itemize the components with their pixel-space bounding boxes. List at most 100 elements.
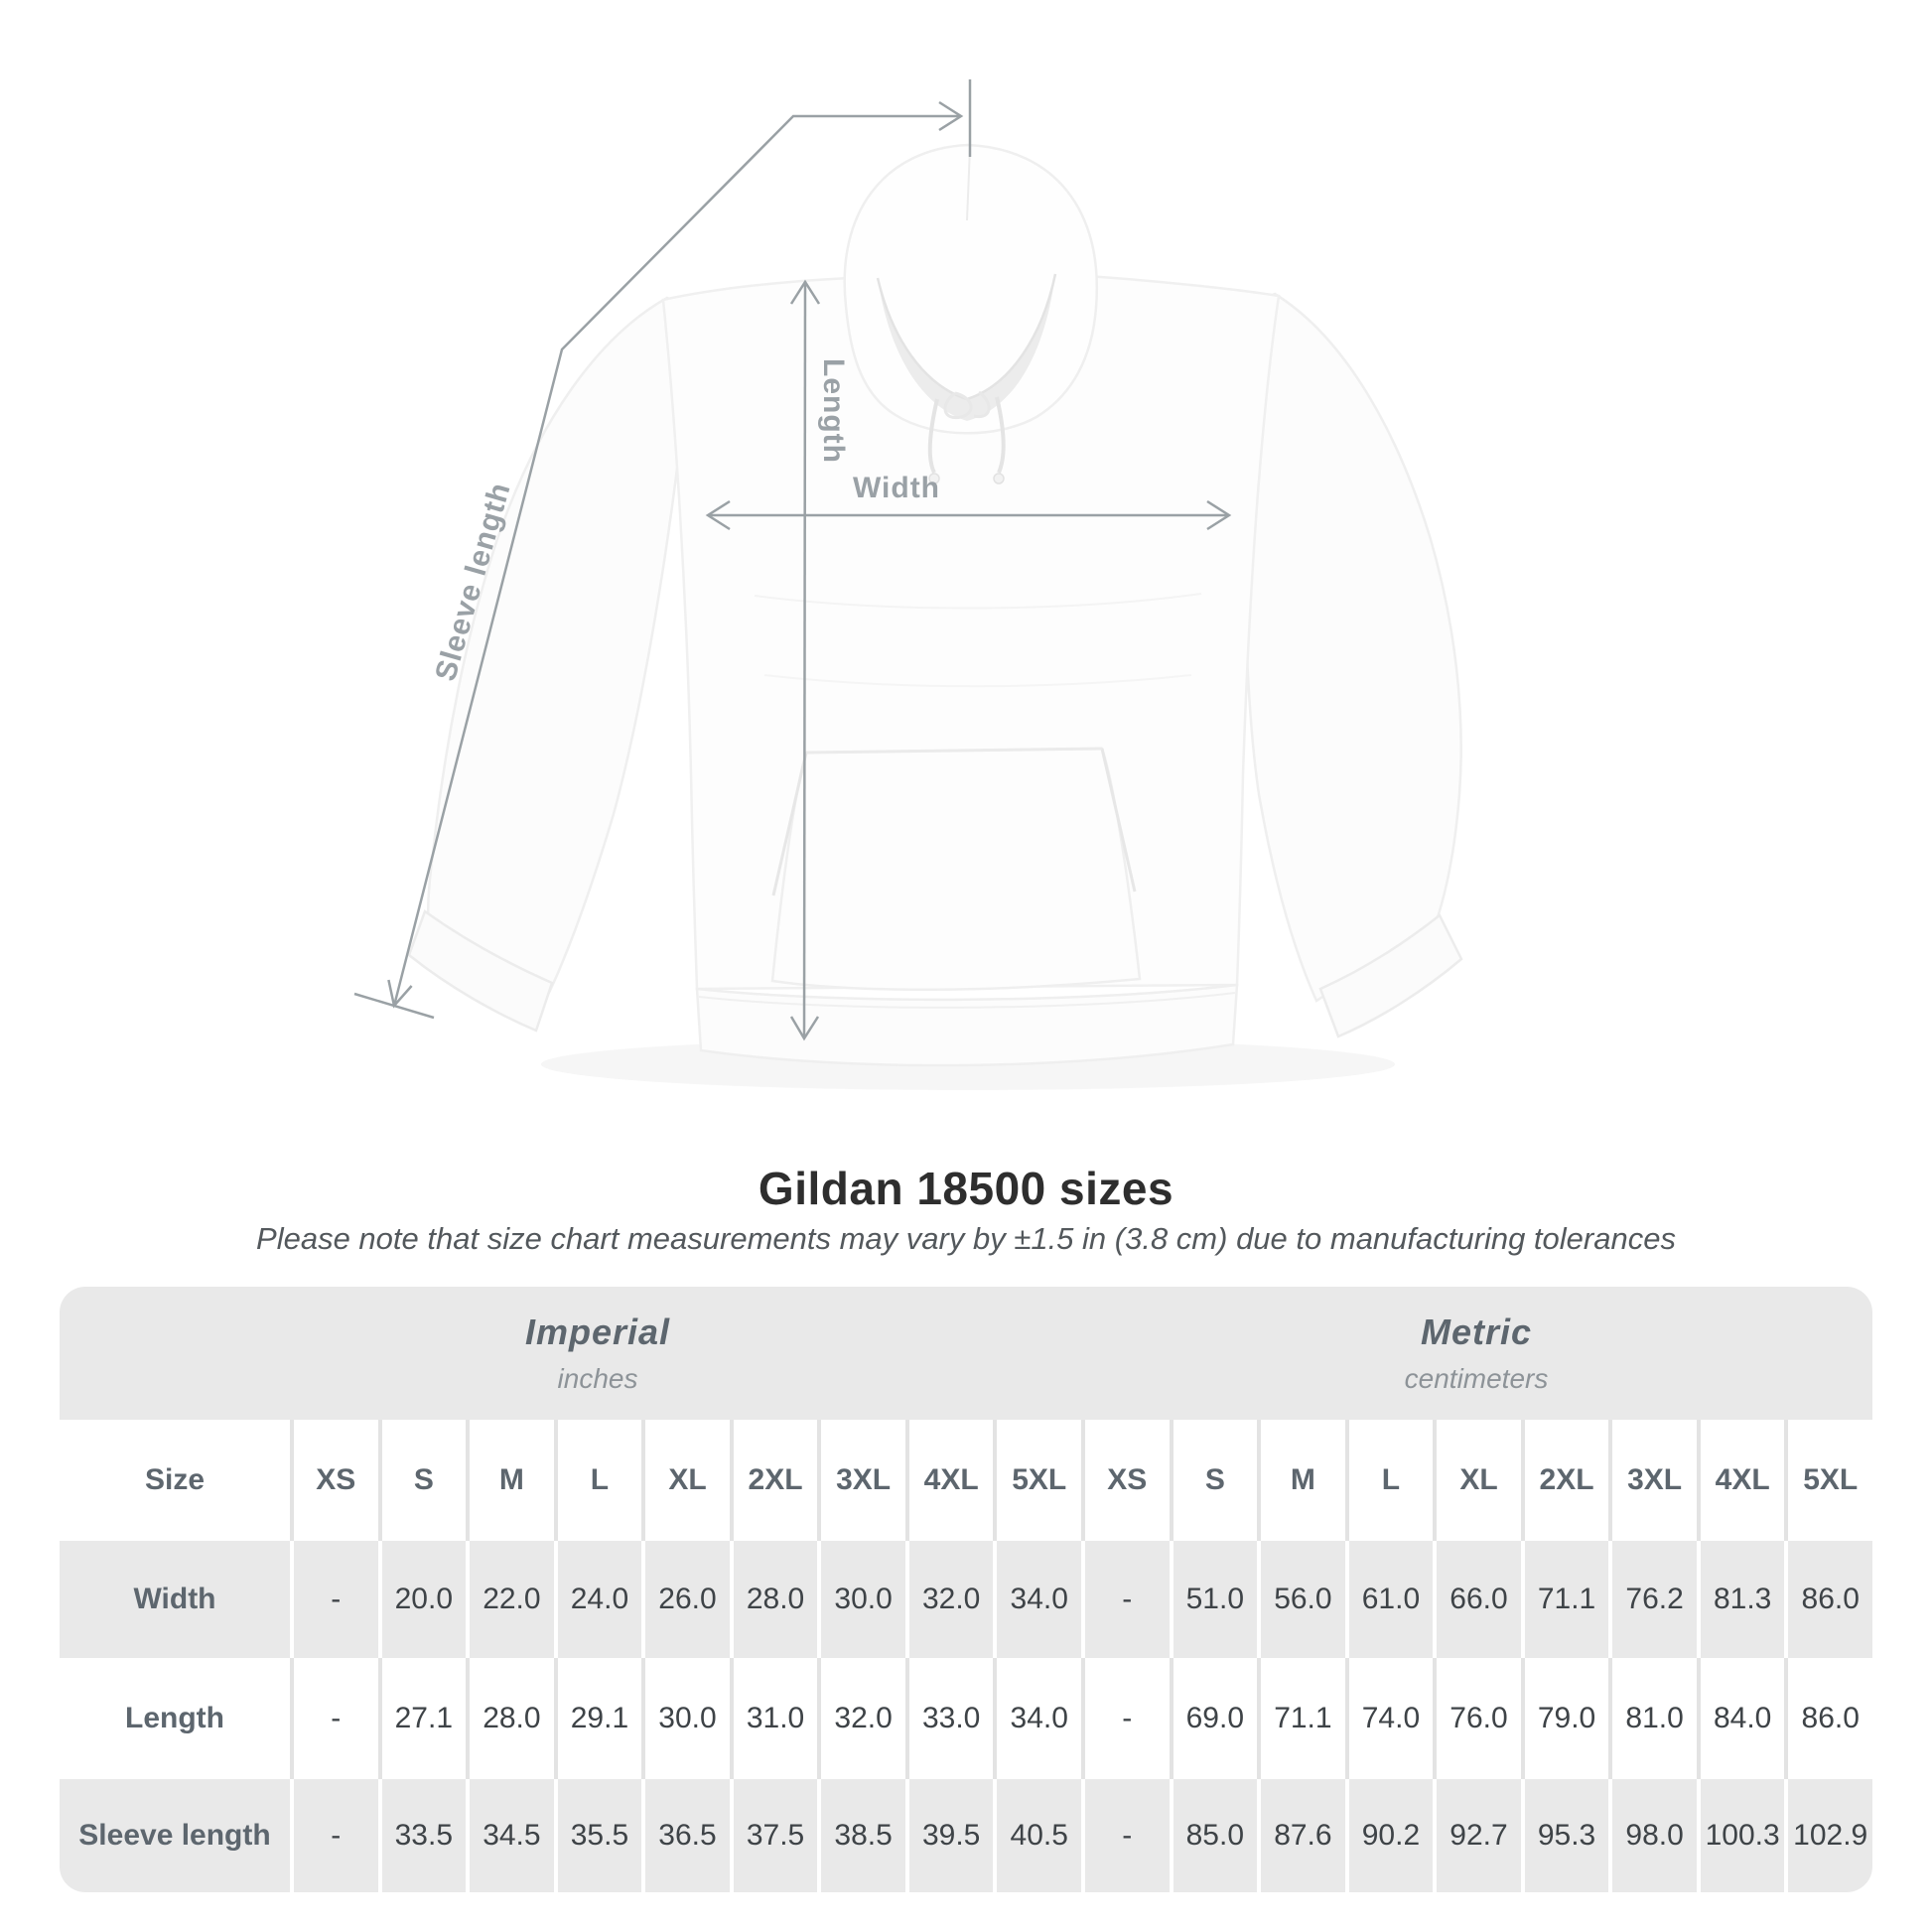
hood-center-seam <box>966 146 971 221</box>
table-row-length: Length - 27.1 28.0 29.1 30.0 31.0 32.0 3… <box>60 1658 1872 1779</box>
sleeve-start-arrowhead <box>938 100 964 132</box>
size-header-imperial-4xl: 4XL <box>904 1420 994 1541</box>
unit-group-header-row: Imperial inches Metric centimeters <box>60 1287 1872 1420</box>
length-imperial-4xl: 33.0 <box>904 1658 994 1779</box>
hood <box>843 143 1099 435</box>
sleeve-metric-l: 90.2 <box>1344 1779 1434 1892</box>
width-metric-l: 61.0 <box>1344 1541 1434 1658</box>
right-sleeve <box>1242 292 1462 1003</box>
length-imperial-l: 29.1 <box>553 1658 642 1779</box>
table-row-width: Width - 20.0 22.0 24.0 26.0 28.0 30.0 32… <box>60 1541 1872 1658</box>
width-imperial-2xl: 28.0 <box>729 1541 818 1658</box>
row-label-width: Width <box>133 1583 216 1615</box>
metric-label: Metric <box>1420 1311 1533 1352</box>
width-metric-s: 51.0 <box>1169 1541 1258 1658</box>
sleeve-length-line <box>392 114 961 1007</box>
size-header-metric-xl: XL <box>1433 1420 1521 1541</box>
length-imperial-2xl: 31.0 <box>729 1658 818 1779</box>
size-header-metric-3xl: 3XL <box>1608 1420 1697 1541</box>
size-corner-header: Size <box>144 1463 206 1496</box>
drawstring-right <box>995 396 1006 474</box>
page-title: Gildan 18500 sizes <box>758 1163 1174 1214</box>
fold-line <box>754 593 1202 610</box>
size-header-imperial-xs: XS <box>290 1420 378 1541</box>
size-header-imperial-xl: XL <box>641 1420 730 1541</box>
right-cuff <box>1318 913 1463 1038</box>
drawstring-tip-right <box>993 473 1005 484</box>
kangaroo-pocket <box>770 747 1142 991</box>
size-header-metric-s: S <box>1169 1420 1258 1541</box>
size-header-imperial-2xl: 2XL <box>729 1420 818 1541</box>
imperial-label: Imperial <box>524 1311 671 1352</box>
sleeve-imperial-xs: - <box>290 1779 378 1892</box>
sleeve-metric-5xl: 102.9 <box>1784 1779 1872 1892</box>
width-imperial-s: 20.0 <box>377 1541 467 1658</box>
length-imperial-5xl: 34.0 <box>993 1658 1081 1779</box>
sleeve-imperial-3xl: 38.5 <box>817 1779 905 1892</box>
length-metric-xs: - <box>1081 1658 1170 1779</box>
pocket-opening-left <box>771 752 808 897</box>
table-row-sleeve-length: Sleeve length - 33.5 34.5 35.5 36.5 37.5… <box>60 1779 1872 1892</box>
sleeve-end-tick <box>353 992 435 1020</box>
width-measurement-label: Width <box>852 472 941 504</box>
length-imperial-s: 27.1 <box>377 1658 467 1779</box>
width-metric-m: 56.0 <box>1257 1541 1345 1658</box>
size-header-metric-m: M <box>1257 1420 1345 1541</box>
width-imperial-3xl: 30.0 <box>817 1541 905 1658</box>
sleeve-metric-3xl: 98.0 <box>1608 1779 1697 1892</box>
sleeve-imperial-5xl: 40.5 <box>993 1779 1081 1892</box>
length-metric-l: 74.0 <box>1344 1658 1434 1779</box>
length-metric-5xl: 86.0 <box>1784 1658 1872 1779</box>
width-metric-4xl: 81.3 <box>1696 1541 1785 1658</box>
size-header-metric-l: L <box>1344 1420 1434 1541</box>
width-right-arrowhead <box>1206 499 1232 531</box>
length-line <box>802 281 807 1039</box>
width-imperial-xs: - <box>290 1541 378 1658</box>
fold-line <box>763 674 1192 688</box>
sleeve-imperial-2xl: 37.5 <box>729 1779 818 1892</box>
length-imperial-3xl: 32.0 <box>817 1658 905 1779</box>
pocket-opening-right <box>1100 748 1137 893</box>
width-metric-xl: 66.0 <box>1433 1541 1521 1658</box>
sleeve-imperial-l: 35.5 <box>553 1779 642 1892</box>
hem-band <box>695 983 1239 1067</box>
size-header-imperial-5xl: 5XL <box>993 1420 1081 1541</box>
size-header-imperial-3xl: 3XL <box>817 1420 905 1541</box>
left-cuff <box>407 909 554 1033</box>
width-metric-5xl: 86.0 <box>1784 1541 1872 1658</box>
imperial-group-header: Imperial inches <box>60 1287 1080 1420</box>
imperial-unit: inches <box>557 1363 638 1394</box>
hem-seam <box>698 992 1236 1009</box>
sleeve-metric-xs: - <box>1081 1779 1170 1892</box>
sleeve-imperial-4xl: 39.5 <box>904 1779 994 1892</box>
size-header-imperial-s: S <box>377 1420 467 1541</box>
sleeve-metric-m: 87.6 <box>1257 1779 1345 1892</box>
length-imperial-xs: - <box>290 1658 378 1779</box>
length-metric-m: 71.1 <box>1257 1658 1345 1779</box>
sleeve-imperial-s: 33.5 <box>377 1779 467 1892</box>
hood-lining <box>878 274 1055 421</box>
width-imperial-5xl: 34.0 <box>993 1541 1081 1658</box>
length-measurement-label: Length <box>817 358 850 464</box>
sleeve-metric-s: 85.0 <box>1169 1779 1258 1892</box>
tolerance-note: Please note that size chart measurements… <box>256 1221 1676 1256</box>
sleeve-imperial-xl: 36.5 <box>641 1779 730 1892</box>
length-metric-2xl: 79.0 <box>1520 1658 1609 1779</box>
size-header-row: Size XS S M L XL 2XL 3XL 4XL 5XL XS S M … <box>60 1420 1872 1541</box>
length-metric-s: 69.0 <box>1169 1658 1258 1779</box>
row-label-length: Length <box>125 1702 224 1734</box>
width-imperial-4xl: 32.0 <box>904 1541 994 1658</box>
size-header-metric-xs: XS <box>1081 1420 1170 1541</box>
size-header-metric-2xl: 2XL <box>1520 1420 1609 1541</box>
size-header-imperial-l: L <box>553 1420 642 1541</box>
width-metric-2xl: 71.1 <box>1520 1541 1609 1658</box>
length-imperial-m: 28.0 <box>466 1658 554 1779</box>
length-metric-xl: 76.0 <box>1433 1658 1521 1779</box>
size-header-metric-5xl: 5XL <box>1784 1420 1872 1541</box>
length-imperial-xl: 30.0 <box>641 1658 730 1779</box>
length-bottom-arrowhead <box>789 1016 820 1041</box>
sleeve-imperial-m: 34.5 <box>466 1779 554 1892</box>
width-imperial-m: 22.0 <box>466 1541 554 1658</box>
